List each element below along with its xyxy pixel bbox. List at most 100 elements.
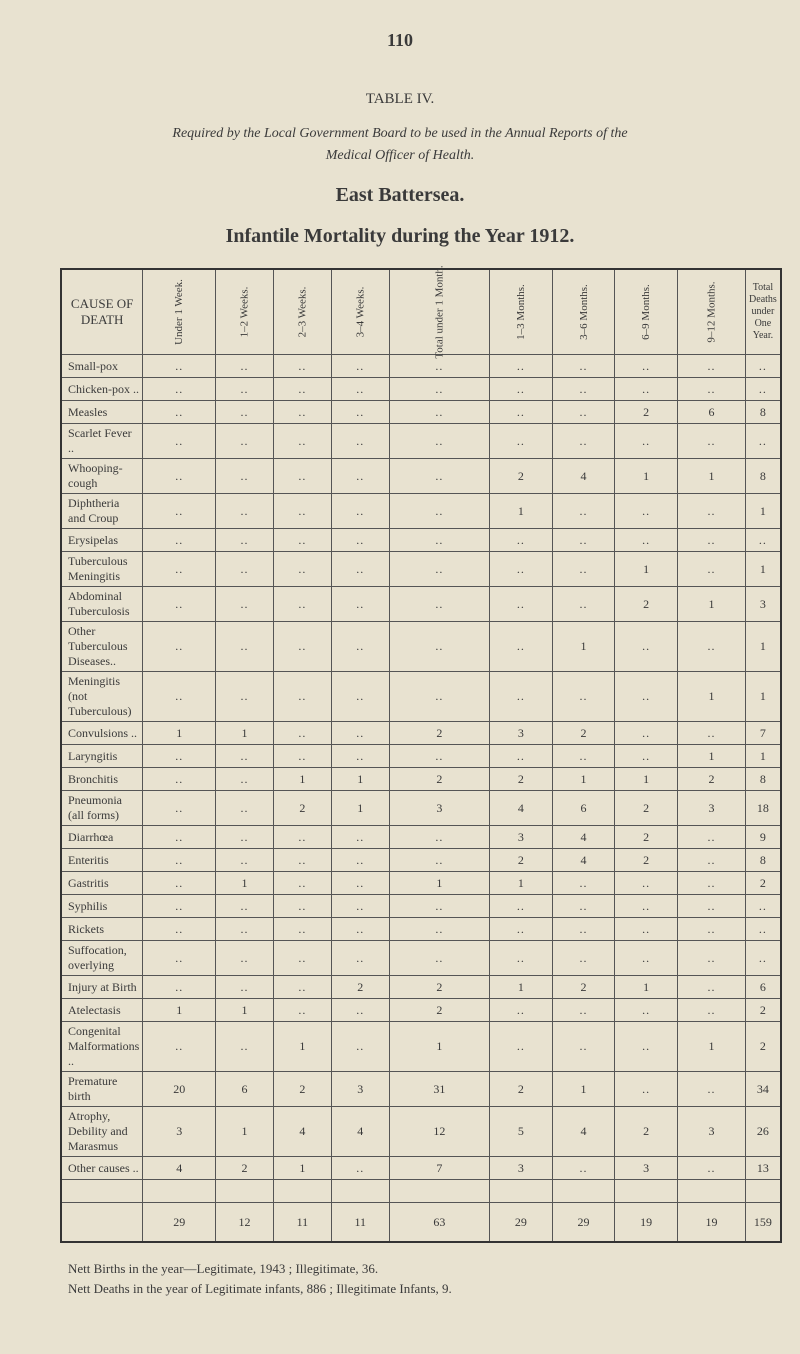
total-cell: 12: [216, 1203, 274, 1243]
total-cell: 159: [746, 1203, 781, 1243]
value-cell: 34: [746, 1072, 781, 1107]
value-cell: ..: [552, 552, 615, 587]
value-cell: ..: [552, 999, 615, 1022]
value-cell: ..: [677, 722, 745, 745]
value-cell: ..: [273, 529, 331, 552]
table-row: Other causes ..421..73..3..13: [61, 1157, 781, 1180]
cause-cell: Whooping-cough: [61, 459, 143, 494]
value-cell: 6: [677, 401, 745, 424]
value-cell: 6: [746, 976, 781, 999]
value-cell: ..: [490, 587, 553, 622]
footnote-line-2: Nett Deaths in the year of Legitimate in…: [68, 1279, 732, 1299]
value-cell: ..: [677, 355, 745, 378]
header-col-2: 2–3 Weeks.: [273, 269, 331, 355]
value-cell: ..: [143, 529, 216, 552]
value-cell: ..: [273, 459, 331, 494]
value-cell: ..: [273, 918, 331, 941]
value-cell: ..: [490, 941, 553, 976]
value-cell: ..: [331, 672, 389, 722]
value-cell: ..: [490, 622, 553, 672]
table-row: Whooping-cough..........24118: [61, 459, 781, 494]
table-row: Meningitis (not Tuberculous)............…: [61, 672, 781, 722]
value-cell: 4: [143, 1157, 216, 1180]
value-cell: 1: [552, 1072, 615, 1107]
value-cell: 1: [615, 768, 678, 791]
table-row: Measles..............268: [61, 401, 781, 424]
value-cell: ..: [490, 401, 553, 424]
value-cell: ..: [677, 826, 745, 849]
value-cell: ..: [331, 1157, 389, 1180]
value-cell: ..: [615, 529, 678, 552]
value-cell: 2: [490, 768, 553, 791]
value-cell: ..: [389, 529, 489, 552]
value-cell: ..: [331, 999, 389, 1022]
totals-blank-cell: [61, 1203, 143, 1243]
cause-cell: Other Tuberculous Diseases..: [61, 622, 143, 672]
page-number: 110: [60, 30, 740, 51]
value-cell: 3: [143, 1107, 216, 1157]
value-cell: 2: [615, 826, 678, 849]
value-cell: ..: [615, 999, 678, 1022]
value-cell: 26: [746, 1107, 781, 1157]
value-cell: ..: [615, 622, 678, 672]
value-cell: ..: [389, 424, 489, 459]
value-cell: 18: [746, 791, 781, 826]
value-cell: 2: [389, 976, 489, 999]
value-cell: ..: [216, 895, 274, 918]
value-cell: ..: [216, 401, 274, 424]
area-title: East Battersea.: [60, 184, 740, 207]
value-cell: 1: [615, 976, 678, 999]
value-cell: ..: [143, 791, 216, 826]
totals-row: 291211116329291919159: [61, 1203, 781, 1243]
total-cell: 29: [143, 1203, 216, 1243]
value-cell: ..: [331, 494, 389, 529]
value-cell: 1: [273, 1157, 331, 1180]
value-cell: ..: [677, 976, 745, 999]
main-title: Infantile Mortality during the Year 1912…: [60, 225, 740, 248]
value-cell: ..: [143, 1022, 216, 1072]
value-cell: ..: [273, 622, 331, 672]
value-cell: ..: [143, 672, 216, 722]
value-cell: ..: [216, 849, 274, 872]
value-cell: 4: [552, 459, 615, 494]
value-cell: ..: [552, 401, 615, 424]
page-container: 110 TABLE IV. Required by the Local Gove…: [0, 0, 800, 1354]
value-cell: ..: [677, 378, 745, 401]
total-cell: 11: [273, 1203, 331, 1243]
value-cell: ..: [552, 941, 615, 976]
value-cell: 2: [216, 1157, 274, 1180]
value-cell: 1: [216, 1107, 274, 1157]
value-cell: ..: [273, 745, 331, 768]
value-cell: 2: [615, 849, 678, 872]
value-cell: ..: [677, 895, 745, 918]
value-cell: ..: [143, 424, 216, 459]
value-cell: ..: [389, 494, 489, 529]
value-cell: 12: [389, 1107, 489, 1157]
value-cell: ..: [615, 1022, 678, 1072]
value-cell: 4: [273, 1107, 331, 1157]
value-cell: ..: [143, 494, 216, 529]
table-label: TABLE IV.: [60, 91, 740, 108]
cause-cell: Enteritis: [61, 849, 143, 872]
value-cell: ..: [216, 622, 274, 672]
value-cell: ..: [615, 872, 678, 895]
value-cell: 3: [331, 1072, 389, 1107]
value-cell: ..: [490, 355, 553, 378]
value-cell: ..: [677, 529, 745, 552]
value-cell: ..: [552, 587, 615, 622]
value-cell: 1: [677, 1022, 745, 1072]
cause-cell: Atrophy, Debility and Marasmus: [61, 1107, 143, 1157]
cause-cell: Gastritis: [61, 872, 143, 895]
value-cell: ..: [677, 872, 745, 895]
value-cell: 2: [389, 999, 489, 1022]
table-row: Laryngitis................11: [61, 745, 781, 768]
mortality-table: CAUSE OF DEATH Under 1 Week. 1–2 Weeks. …: [60, 268, 782, 1243]
value-cell: ..: [746, 895, 781, 918]
value-cell: 31: [389, 1072, 489, 1107]
cause-cell: Measles: [61, 401, 143, 424]
value-cell: ..: [143, 895, 216, 918]
value-cell: ..: [216, 672, 274, 722]
value-cell: ..: [331, 872, 389, 895]
value-cell: ..: [143, 849, 216, 872]
value-cell: ..: [143, 745, 216, 768]
